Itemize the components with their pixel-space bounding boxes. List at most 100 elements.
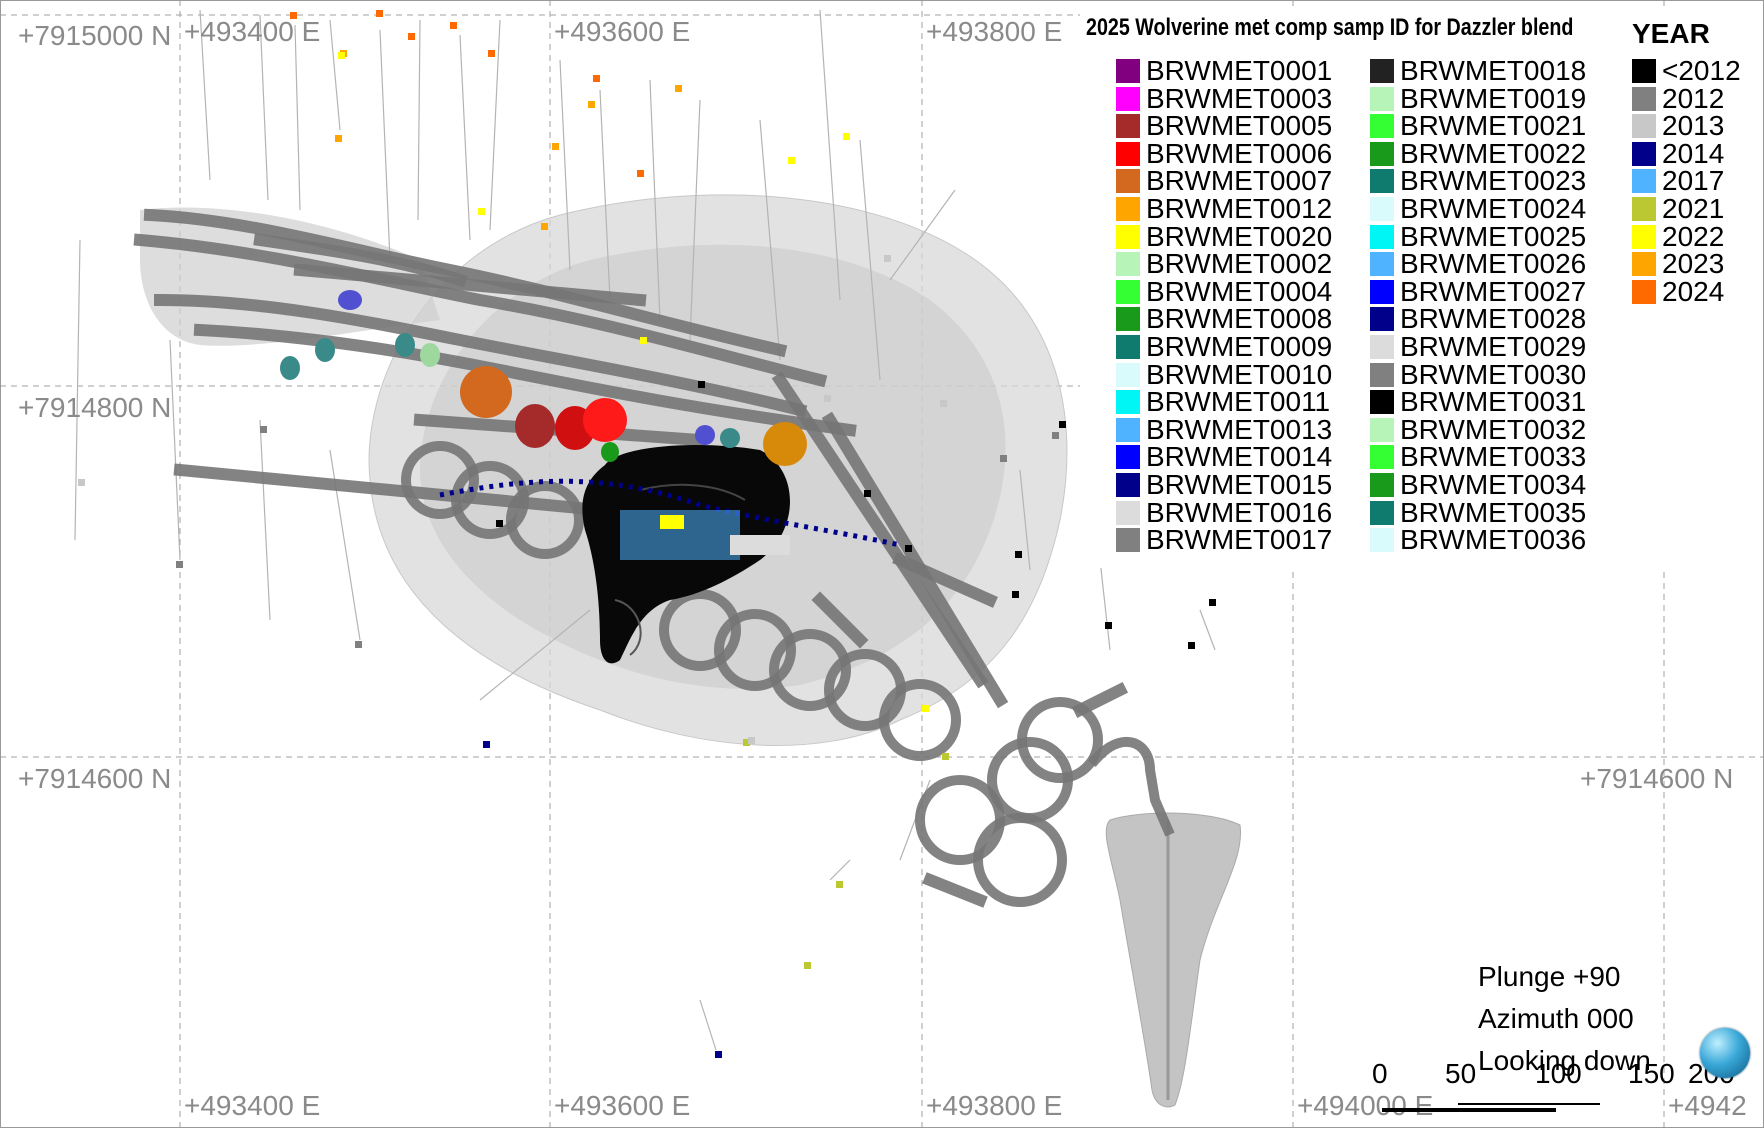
- legend-item-brwmet0005: BRWMET0005: [1116, 112, 1332, 140]
- legend-label: BRWMET0010: [1146, 358, 1333, 390]
- met-sample-cylinder: [720, 428, 740, 448]
- legend-item-brwmet0015: BRWMET0015: [1116, 471, 1332, 499]
- legend-item-brwmet0031: BRWMET0031: [1370, 388, 1586, 416]
- legend-swatch: [1370, 141, 1394, 166]
- legend-label: BRWMET0006: [1146, 137, 1333, 169]
- drillhole-trace: [1199, 609, 1216, 651]
- legend-swatch: [1116, 335, 1140, 359]
- crosscut: [892, 552, 998, 608]
- drillhole-trace: [379, 29, 391, 261]
- shell-west-lobe: [140, 207, 440, 346]
- legend-label: BRWMET0025: [1400, 220, 1587, 252]
- legend-swatch: [1370, 86, 1394, 111]
- scale-bar-line: [1382, 1103, 1600, 1112]
- collar-2013: [824, 395, 831, 402]
- legend-swatch: [1632, 86, 1656, 111]
- legend-label: 2021: [1662, 193, 1725, 224]
- drift: [153, 293, 808, 418]
- drillhole-trace: [459, 34, 471, 241]
- legend-item-brwmet0001: BRWMET0001: [1116, 57, 1332, 85]
- legend-item-brwmet0016: BRWMET0016: [1116, 496, 1333, 528]
- legend-item-brwmet0027: BRWMET0027: [1370, 275, 1587, 307]
- year-legend-item: 2017: [1632, 165, 1725, 197]
- legend-label: BRWMET0035: [1400, 496, 1587, 528]
- collar-2024: [593, 75, 600, 82]
- legend-label: BRWMET0017: [1146, 524, 1333, 556]
- drift: [133, 233, 828, 388]
- legend-item-brwmet0007: BRWMET0007: [1116, 167, 1332, 195]
- collar-2024: [290, 12, 297, 19]
- collar-pre2012: [905, 545, 912, 552]
- legend-label: BRWMET0029: [1400, 331, 1587, 362]
- northing-label-7914600: +7914600 N: [18, 763, 172, 794]
- legend-label: BRWMET0012: [1146, 193, 1333, 224]
- drillhole-trace: [259, 14, 269, 201]
- crosscut-stubs: [771, 371, 1129, 908]
- legend-label: BRWMET0024: [1400, 193, 1587, 224]
- drift: [173, 463, 607, 517]
- collar-2013: [884, 255, 891, 262]
- legend-swatch: [1370, 252, 1394, 277]
- legend-swatch: [1632, 224, 1656, 249]
- year-legend-item: 2022: [1632, 220, 1725, 252]
- stope-highlight: [639, 483, 746, 501]
- met-sample-cylinders: [280, 290, 807, 466]
- year-legend-item: 2013: [1632, 112, 1724, 140]
- legend-label: BRWMET0027: [1400, 275, 1587, 307]
- drillhole-trace: [329, 19, 341, 131]
- legend-swatch: [1370, 59, 1394, 83]
- drift: [293, 263, 647, 307]
- portal-cone: [1105, 812, 1242, 1108]
- collar-2012: [260, 426, 267, 433]
- legend-label: BRWMET0022: [1400, 137, 1587, 169]
- collar-2013: [748, 737, 755, 744]
- legend-label: BRWMET0021: [1400, 110, 1587, 142]
- legend-swatch: [1116, 224, 1140, 249]
- crosscut: [1071, 681, 1129, 719]
- collar-2022: [788, 157, 795, 164]
- legend-swatch: [1116, 252, 1140, 277]
- legend-swatch: [1116, 500, 1140, 525]
- collar-2022: [922, 705, 929, 712]
- northing-label-7914800: +7914800 N: [18, 392, 172, 423]
- year-legend-item: 2014: [1632, 139, 1724, 167]
- collar-2014: [483, 741, 490, 748]
- legend-item-brwmet0019: BRWMET0019: [1370, 82, 1587, 114]
- legend-label: BRWMET0016: [1146, 496, 1333, 528]
- legend-swatch: [1116, 362, 1140, 387]
- legend-item-brwmet0036: BRWMET0036: [1370, 526, 1586, 554]
- legend-swatch: [1632, 279, 1656, 304]
- orientation-sphere-icon[interactable]: [1700, 1028, 1750, 1078]
- legend-swatch: [1116, 59, 1140, 83]
- legend-label: 2022: [1662, 220, 1725, 252]
- collar-2022: [843, 133, 850, 140]
- scale-label-50: 50: [1445, 1058, 1477, 1089]
- drillhole-trace: [699, 999, 717, 1051]
- legend-label: BRWMET0009: [1146, 331, 1333, 362]
- drillhole-trace: [294, 24, 301, 211]
- legend-swatch: [1632, 141, 1656, 166]
- legend-label: BRWMET0033: [1400, 441, 1587, 473]
- legend-item-brwmet0035: BRWMET0035: [1370, 496, 1587, 528]
- drillhole-trace: [859, 139, 881, 381]
- northing-label-7915000: +7915000 N: [18, 20, 172, 51]
- legend-label: <2012: [1662, 55, 1741, 86]
- met-sample-cylinder: [338, 290, 362, 310]
- legend-label: BRWMET0019: [1400, 82, 1587, 114]
- collar-2024: [408, 33, 415, 40]
- legend-label: 2012: [1662, 82, 1725, 114]
- azimuth-text: Azimuth 000: [1478, 1003, 1634, 1034]
- legend-item-brwmet0033: BRWMET0033: [1370, 441, 1587, 473]
- crosscut: [821, 411, 1009, 709]
- collar-pre2012: [1188, 642, 1195, 649]
- decline-ramp: [401, 441, 1175, 907]
- met-sample-cylinder: [280, 356, 300, 380]
- sample-trace-2014: [439, 478, 901, 548]
- legend-label: 2017: [1662, 165, 1725, 197]
- legend-item-brwmet0023: BRWMET0023: [1370, 167, 1586, 195]
- looking-text: Looking down: [1478, 1045, 1651, 1076]
- legend-swatch: [1632, 114, 1656, 139]
- collar-pre2012: [1209, 599, 1216, 606]
- legend-swatch: [1116, 86, 1140, 111]
